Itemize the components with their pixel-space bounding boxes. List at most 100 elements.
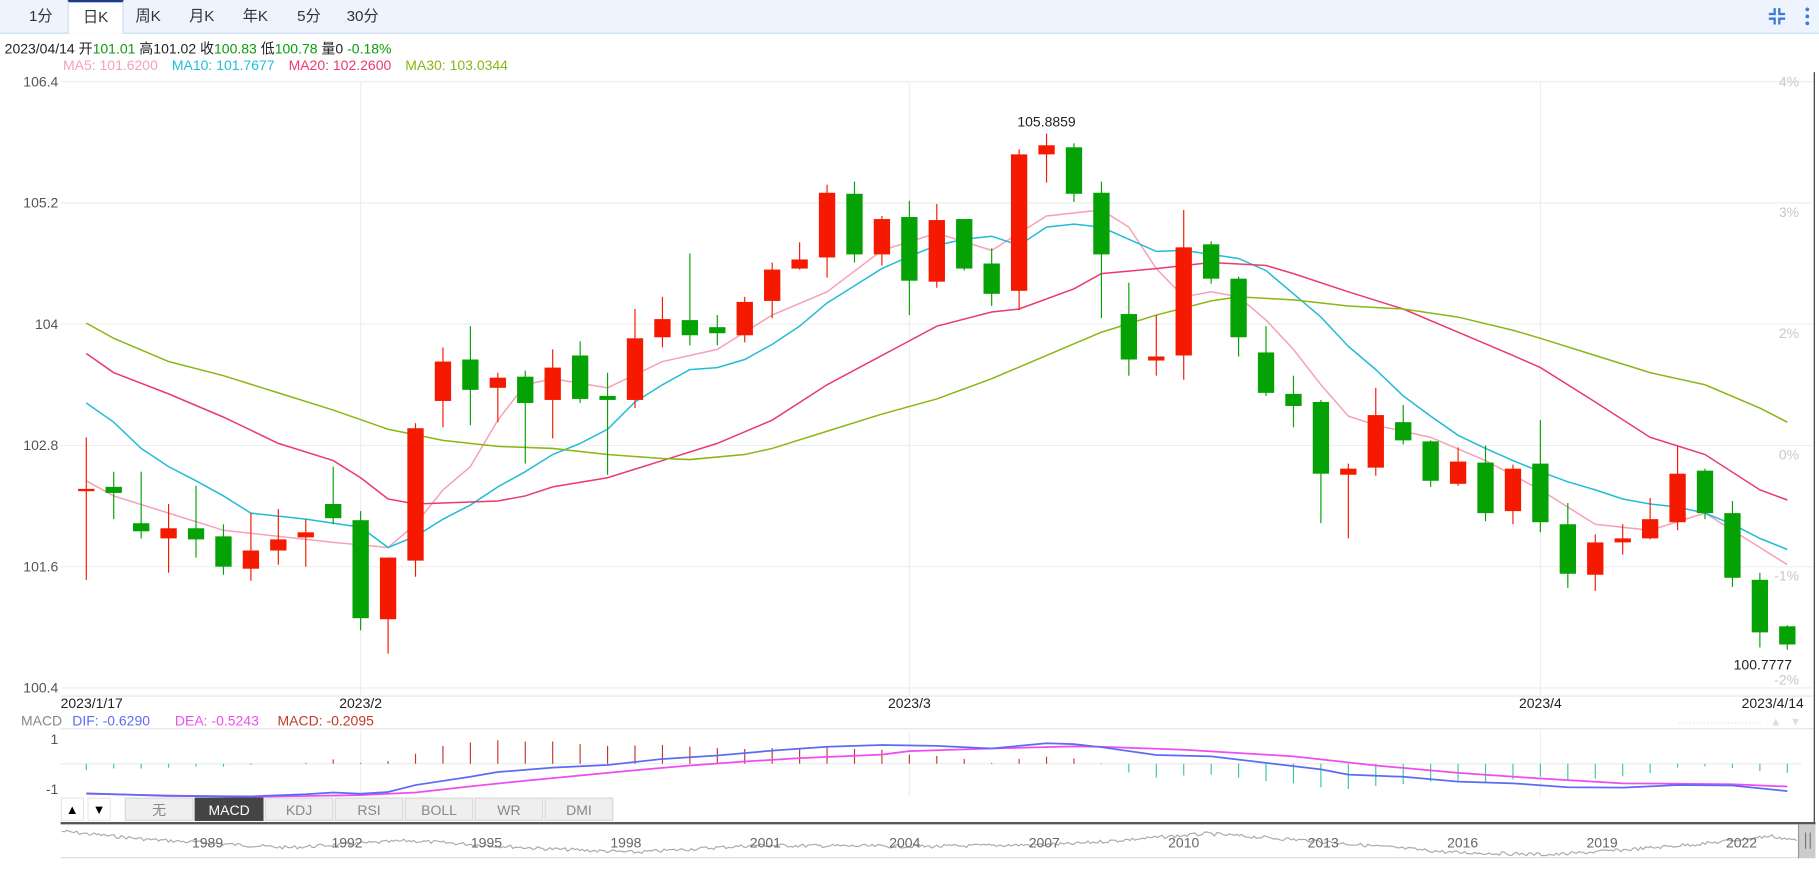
navigator-year-label: 1989 bbox=[192, 835, 223, 851]
low-label: 低 bbox=[260, 40, 275, 58]
tab-2[interactable]: 周K bbox=[135, 6, 161, 25]
candle-body bbox=[187, 528, 205, 540]
candle bbox=[983, 248, 1000, 306]
price-tick-label: 101.6 bbox=[23, 558, 58, 574]
navigator-year-label: 2004 bbox=[889, 835, 920, 851]
indicator-tab-wr[interactable]: WR bbox=[474, 797, 544, 821]
low-value: 100.78 bbox=[274, 40, 318, 58]
candle-body bbox=[78, 488, 95, 492]
candle bbox=[764, 262, 781, 319]
navigator-year-label: 1998 bbox=[610, 835, 641, 851]
candle-body bbox=[489, 377, 506, 388]
candle-body bbox=[1477, 462, 1494, 514]
percent-tick-label: 2% bbox=[1779, 325, 1799, 341]
candle bbox=[215, 524, 232, 575]
candle bbox=[379, 557, 397, 654]
candle bbox=[1532, 420, 1549, 533]
indicator-down-button[interactable]: ▼ bbox=[87, 797, 111, 821]
candle-body bbox=[1038, 145, 1055, 155]
indicator-tab-rsi[interactable]: RSI bbox=[334, 797, 404, 821]
tab-5[interactable]: 5分 bbox=[297, 6, 321, 25]
candle bbox=[654, 296, 671, 348]
candle bbox=[1559, 503, 1576, 588]
candle bbox=[626, 308, 644, 409]
close-label: 收 bbox=[200, 40, 215, 58]
candle bbox=[434, 347, 452, 428]
indicator-tab-无[interactable]: 无 bbox=[124, 797, 194, 821]
candle bbox=[1696, 468, 1714, 520]
candle-body bbox=[1340, 468, 1357, 475]
candle bbox=[571, 341, 589, 403]
candle bbox=[846, 181, 863, 263]
ma-legend: MA5: 101.6200 MA10: 101.7677 MA20: 102.260… bbox=[63, 57, 522, 73]
candle bbox=[1257, 326, 1275, 396]
ma-line-ma30 bbox=[85, 296, 1788, 461]
candle bbox=[544, 349, 561, 439]
candle-body bbox=[928, 220, 945, 282]
candle-body bbox=[1669, 473, 1686, 523]
navigator-handle[interactable] bbox=[1797, 824, 1816, 859]
candle bbox=[709, 315, 726, 346]
ma-legend-item: MA10: 101.7677 bbox=[171, 57, 275, 74]
tab-6[interactable]: 30分 bbox=[346, 6, 379, 25]
more-vertical-icon[interactable] bbox=[1796, 5, 1819, 28]
date-tick-label: 2023/1/17 bbox=[61, 695, 123, 711]
candle bbox=[105, 471, 122, 520]
candle-body bbox=[1395, 422, 1412, 441]
candle bbox=[1422, 440, 1439, 487]
candle bbox=[1477, 445, 1494, 522]
indicator-tab-macd[interactable]: MACD bbox=[194, 797, 264, 821]
range-navigator[interactable] bbox=[60, 822, 1816, 859]
candle-body bbox=[160, 528, 177, 539]
candle-body bbox=[736, 301, 753, 336]
price-tick-label: 102.8 bbox=[23, 437, 58, 453]
high-value: 101.02 bbox=[153, 40, 197, 58]
price-tick-label: 104 bbox=[35, 316, 59, 332]
navigator-year-label: 2019 bbox=[1587, 835, 1618, 851]
candle-body bbox=[1175, 247, 1192, 356]
date-tick-label: 2023/2 bbox=[339, 695, 382, 711]
candle bbox=[1641, 497, 1659, 540]
tab-0[interactable]: 1分 bbox=[29, 6, 53, 25]
candle-body bbox=[1587, 542, 1604, 575]
arrow-up-icon: ▲ bbox=[65, 803, 79, 818]
candle bbox=[1285, 375, 1302, 428]
candle bbox=[1751, 572, 1769, 648]
candle-body bbox=[681, 320, 699, 336]
candle bbox=[818, 184, 836, 278]
candle-body bbox=[1532, 463, 1549, 523]
indicator-tab-kdj[interactable]: KDJ bbox=[264, 797, 334, 821]
candle bbox=[1312, 399, 1330, 524]
candle-body bbox=[1093, 192, 1110, 255]
date-tick-label: 2023/4 bbox=[1519, 695, 1562, 711]
candle-body bbox=[654, 319, 671, 338]
period-tab-bar: 1分 日K 周K 月K 年K 5分 30分 bbox=[0, 0, 1819, 34]
volume-label: 量 bbox=[321, 40, 336, 58]
macd-title: MACD bbox=[21, 712, 62, 728]
candle-body bbox=[571, 355, 589, 399]
compress-icon[interactable] bbox=[1765, 5, 1788, 28]
candle-body bbox=[846, 193, 863, 255]
scroll-up-icon: ▲ bbox=[1770, 715, 1782, 728]
tab-1[interactable]: 日K bbox=[67, 0, 124, 34]
indicator-tab-dmi[interactable]: DMI bbox=[544, 797, 614, 821]
candle-body bbox=[1230, 278, 1247, 338]
candle-body bbox=[434, 361, 452, 401]
indicator-up-button[interactable]: ▲ bbox=[60, 797, 84, 821]
candle bbox=[928, 203, 945, 288]
candle bbox=[1614, 524, 1631, 555]
candle-body bbox=[297, 532, 314, 538]
candle bbox=[1093, 181, 1110, 319]
candle-body bbox=[1285, 393, 1302, 407]
tab-3[interactable]: 月K bbox=[189, 6, 215, 25]
candle-body bbox=[1010, 154, 1028, 291]
arrow-down-icon: ▼ bbox=[92, 803, 106, 818]
dif-value: DIF: -0.6290 bbox=[72, 712, 150, 728]
percent-tick-label: 0% bbox=[1779, 446, 1799, 462]
candle bbox=[901, 200, 918, 316]
candle bbox=[160, 504, 177, 573]
tab-4[interactable]: 年K bbox=[242, 6, 268, 25]
indicator-tab-boll[interactable]: BOLL bbox=[404, 797, 474, 821]
